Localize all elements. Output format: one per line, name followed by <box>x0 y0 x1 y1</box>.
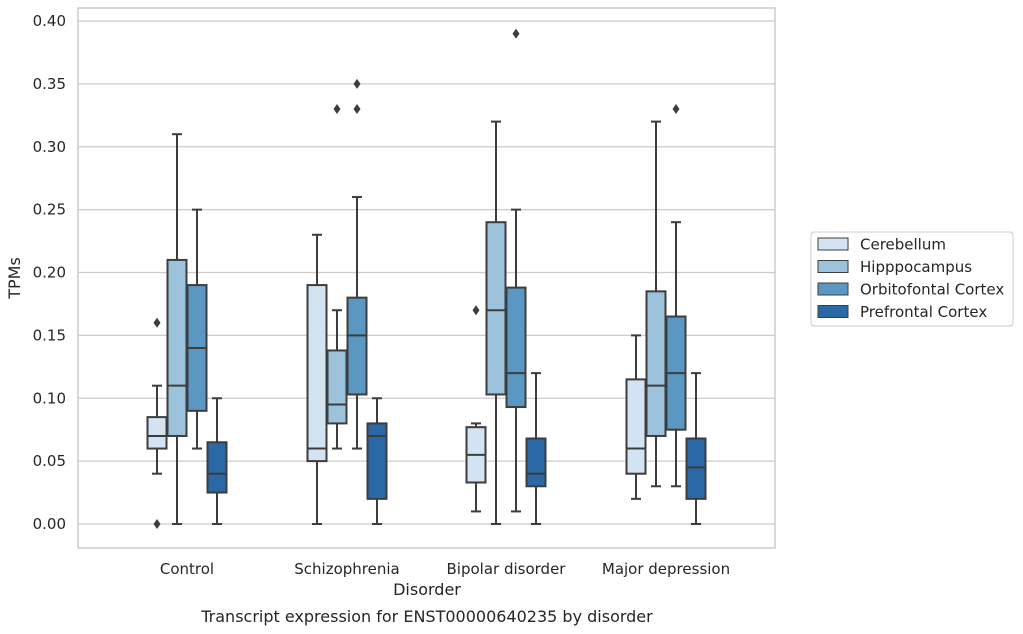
legend-swatch <box>817 237 849 251</box>
y-tick-label: 0.10 <box>33 389 66 407</box>
chart-title: Transcript expression for ENST0000064023… <box>200 607 653 626</box>
box-iqr <box>346 296 368 396</box>
y-tick-label: 0.40 <box>33 12 66 30</box>
legend-label: Prefrontal Cortex <box>860 303 987 321</box>
box-3-3 <box>685 372 707 525</box>
outlier-point <box>153 519 161 529</box>
outlier-point <box>512 28 520 39</box>
box-0-1 <box>166 133 188 525</box>
legend-label: Orbitofontal Cortex <box>860 281 1004 299</box>
box-1-3 <box>366 397 388 525</box>
box-iqr <box>685 437 707 500</box>
box-2-3 <box>525 372 547 525</box>
box-iqr <box>625 378 647 475</box>
boxes <box>146 28 707 529</box>
y-tick-label: 0.25 <box>33 201 66 219</box>
box-0-2 <box>186 208 208 450</box>
y-tick-label: 0.05 <box>33 452 66 470</box>
box-iqr <box>485 221 507 396</box>
box-0-3 <box>206 397 228 525</box>
y-tick-label: 0.30 <box>33 138 66 156</box>
x-tick-label: Control <box>160 560 214 578</box>
box-3-0 <box>625 334 647 500</box>
box-2-2 <box>505 28 527 513</box>
box-2-0 <box>465 305 487 513</box>
box-iqr <box>206 441 228 494</box>
legend-swatch <box>817 260 849 273</box>
box-2-1 <box>485 120 507 525</box>
x-tick-label: Bipolar disorder <box>447 560 567 578</box>
outlier-point <box>472 305 480 316</box>
legend-swatch <box>817 305 849 318</box>
y-tick-labels: 0.00 0.05 0.10 0.15 0.20 0.25 0.30 0.35 0.40 <box>33 12 66 533</box>
legend-swatch <box>817 282 849 296</box>
box-3-2 <box>665 104 687 488</box>
legend-label: Hipppocampus <box>860 258 972 276</box>
box-iqr <box>525 437 547 488</box>
outlier-point <box>672 104 680 115</box>
y-tick-label: 0.20 <box>33 264 66 282</box>
box-iqr <box>306 284 328 463</box>
x-tick-label: Major depression <box>602 560 730 578</box>
outlier-point <box>353 78 361 89</box>
plot-area <box>78 8 775 548</box>
y-tick-label: 0.15 <box>33 326 66 344</box>
outlier-point <box>153 317 161 328</box>
y-tick-label: 0.35 <box>33 75 66 93</box>
x-tick-labels: Control Schizophrenia Bipolar disorder Majo… <box>160 560 730 578</box>
x-tick-label: Schizophrenia <box>294 560 399 578</box>
y-tick-label: 0.00 <box>33 515 66 533</box>
box-iqr <box>366 422 388 500</box>
legend-label: Cerebellum <box>860 236 946 254</box>
outlier-point <box>353 104 361 115</box>
box-iqr <box>146 416 168 450</box>
y-axis-label: TPMs <box>5 257 24 300</box>
box-iqr <box>505 286 527 409</box>
outlier-point <box>333 104 341 115</box>
box-1-2 <box>346 78 368 450</box>
box-iqr <box>326 349 348 425</box>
legend: Cerebellum Hipppocampus Orbitofontal Corte… <box>810 231 1014 327</box>
x-axis-label: Disorder <box>393 580 461 599</box>
plot-frame <box>77 7 776 549</box>
box-0-0 <box>146 317 168 529</box>
box-iqr <box>645 290 667 437</box>
box-iqr <box>166 258 188 437</box>
legend-frame <box>810 231 1014 327</box>
